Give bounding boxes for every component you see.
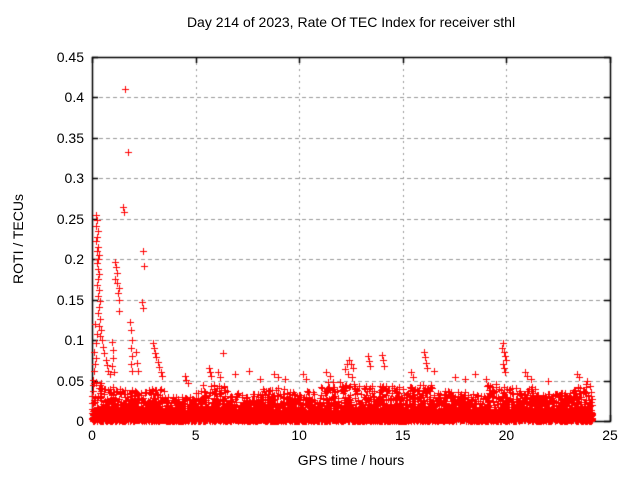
x-tick-label: 20 (498, 427, 515, 443)
x-tick-label: 5 (191, 427, 200, 443)
y-tick-label: 0.25 (56, 210, 84, 227)
x-tick-label: 15 (395, 427, 411, 443)
y-tick-label: 0.35 (56, 129, 84, 146)
y-tick-label: 0.45 (56, 49, 84, 65)
y-tick-label: 0.2 (64, 251, 84, 268)
y-tick-label: 0.4 (64, 89, 84, 106)
x-tick-label: 0 (88, 427, 96, 443)
y-axis-title: ROTI / TECUs (10, 194, 26, 284)
y-tick-label: 0.05 (56, 372, 84, 389)
x-tick-label: 10 (291, 427, 307, 443)
y-tick-label: 0.3 (64, 170, 84, 187)
y-tick-label: 0.1 (64, 332, 84, 349)
x-tick-label: 25 (602, 427, 618, 443)
y-tick-label: 0 (76, 413, 84, 429)
x-axis-title: GPS time / hours (297, 452, 405, 468)
y-tick-label: 0.15 (56, 291, 84, 308)
chart-title: Day 214 of 2023, Rate Of TEC Index for r… (186, 14, 516, 30)
